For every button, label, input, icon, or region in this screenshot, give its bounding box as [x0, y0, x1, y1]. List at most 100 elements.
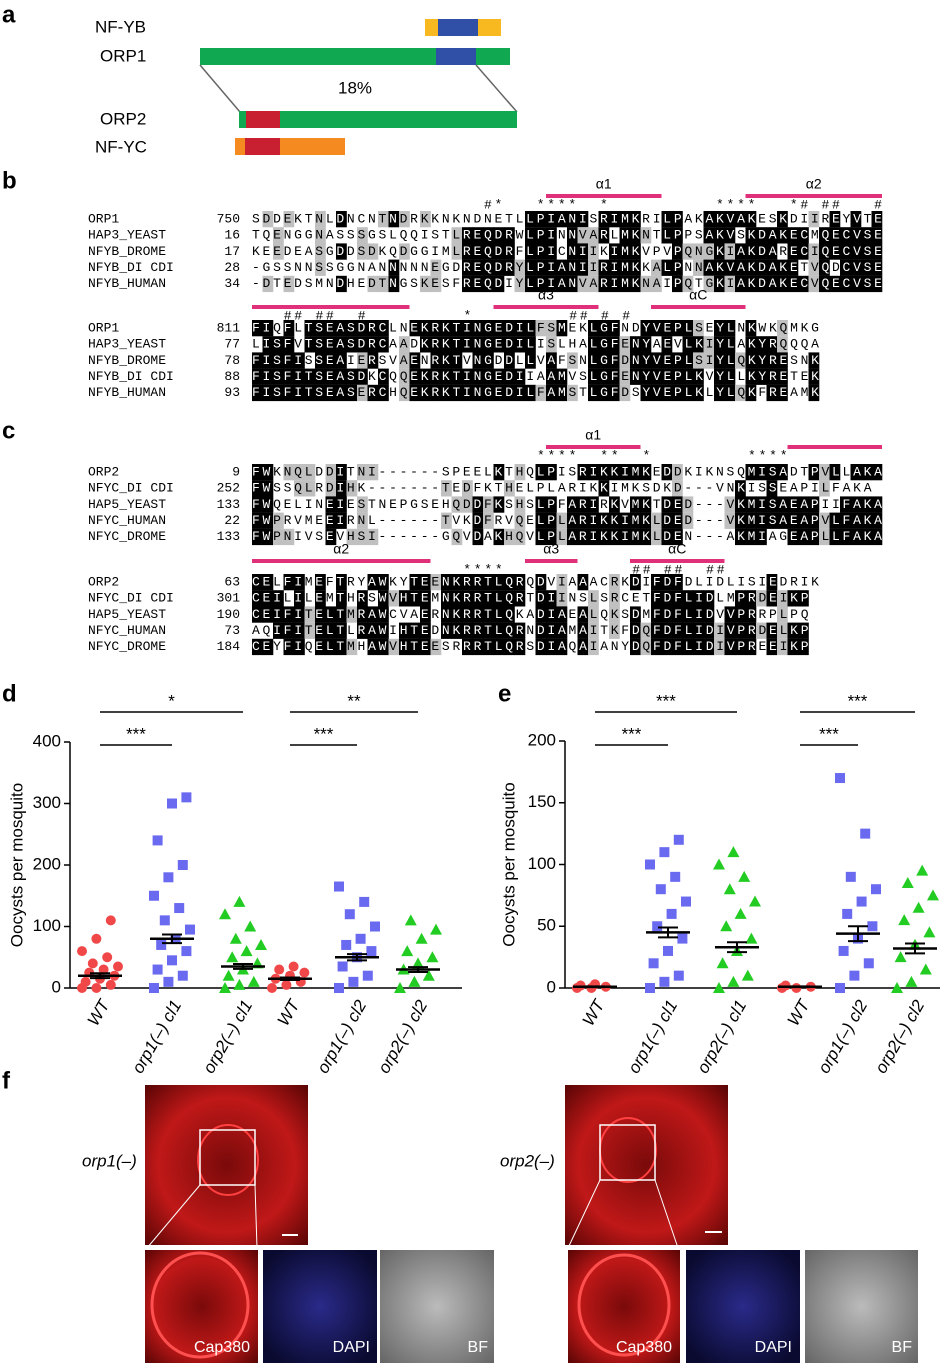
identity-shade	[325, 496, 337, 513]
identity-shade	[609, 368, 620, 385]
identity-shade	[577, 638, 589, 656]
identity-shade	[546, 638, 557, 656]
sequence-highlight: -GSSNNSSGGNANNNNNEGDREQDRYLPIANIIRIMKKAL…	[252, 260, 882, 275]
identity-shade	[861, 464, 872, 481]
identity-shade	[745, 590, 757, 607]
point	[174, 903, 185, 914]
identity-shade	[598, 227, 610, 244]
identity-shade	[420, 574, 431, 591]
similarity-shade	[420, 275, 431, 293]
point	[845, 871, 856, 882]
panel-letter: a	[2, 1, 16, 28]
identity-shade	[472, 320, 484, 337]
identity-shade	[294, 622, 305, 639]
significance-label: ***	[126, 724, 146, 743]
zoom-line	[146, 1184, 201, 1249]
point	[152, 835, 163, 846]
identity-shade	[451, 368, 463, 385]
sequence-name: NFYB_HUMAN	[88, 385, 166, 400]
identity-shade	[430, 336, 442, 353]
identity-shade	[724, 336, 736, 353]
error-bar	[790, 985, 810, 989]
error-bar	[658, 926, 678, 939]
x-tick-label: orp1(–) cl2	[313, 996, 370, 1076]
identity-shade	[840, 275, 851, 293]
identity-shade	[693, 606, 704, 623]
identity-shade	[819, 243, 830, 260]
similarity-shade	[651, 259, 662, 276]
identity-shade	[829, 227, 841, 244]
identity-shade	[745, 227, 757, 244]
identity-shade	[798, 528, 809, 546]
identity-shade	[483, 606, 494, 623]
identity-shade	[535, 590, 547, 607]
identity-shade	[672, 528, 683, 546]
identity-shade	[598, 480, 610, 497]
identity-shade	[661, 227, 673, 244]
identity-shade	[493, 243, 505, 260]
similarity-shade	[546, 320, 557, 337]
identity-shade	[546, 227, 557, 244]
similarity-shade	[315, 227, 326, 244]
identity-shade	[798, 243, 809, 260]
sequence-start: 184	[217, 639, 241, 654]
identity-shade	[693, 622, 704, 639]
sequence-name: NFYB_HUMAN	[88, 276, 166, 291]
x-tick-label: orp1(–) cl1	[624, 997, 681, 1077]
point	[159, 915, 170, 926]
image-label: BF	[892, 1339, 913, 1356]
identity-shade	[577, 211, 589, 228]
identity-shade	[535, 528, 547, 546]
identity-shade	[840, 227, 851, 244]
similarity-shade	[703, 243, 715, 260]
error-bar	[347, 953, 367, 962]
identity-shade	[724, 622, 736, 639]
identity-shade	[745, 638, 757, 656]
point	[720, 920, 733, 932]
helix-bar	[252, 559, 431, 563]
similarity-shade	[451, 243, 463, 260]
identity-shade	[871, 528, 883, 546]
y-tick-label: 200	[528, 730, 556, 749]
identity-shade	[703, 606, 715, 623]
point	[163, 872, 174, 883]
identity-shade	[451, 590, 463, 607]
point	[156, 939, 167, 950]
identity-shade	[546, 464, 557, 481]
identity-shade	[829, 528, 841, 546]
identity-shade	[798, 638, 809, 656]
identity-shade	[598, 368, 610, 385]
identity-shade	[567, 259, 578, 276]
identity-shade	[336, 464, 347, 481]
identity-shade	[535, 464, 547, 481]
similarity-shade	[619, 368, 631, 385]
identity-shade	[567, 243, 578, 260]
identity-shade	[682, 352, 694, 369]
similarity-shade	[378, 211, 389, 228]
identity-shade	[735, 243, 746, 260]
identity-shade	[640, 368, 652, 385]
point	[727, 846, 740, 858]
protein-label: NF-YC	[95, 137, 147, 156]
identity-shade	[283, 622, 295, 639]
sequence: CEYFIQELTMHAWVHTEESRRRTLQRSDIAQAIANYDQFD…	[252, 639, 809, 654]
identity-shade	[357, 368, 368, 385]
identity-shade	[871, 243, 883, 260]
similarity-shade	[546, 336, 557, 353]
identity-shade	[714, 352, 725, 369]
identity-shade	[535, 211, 547, 228]
identity-shade	[294, 606, 305, 623]
identity-shade	[861, 528, 872, 546]
identity-shade	[472, 227, 484, 244]
identity-shade	[357, 336, 368, 353]
point	[912, 901, 925, 913]
point	[177, 970, 188, 981]
identity-shade	[451, 384, 463, 402]
identity-shade	[378, 590, 389, 607]
image-label: DAPI	[755, 1339, 792, 1356]
identity-shade	[262, 320, 274, 337]
similarity-shade	[430, 259, 442, 276]
similarity-shade	[693, 243, 704, 260]
identity-shade	[483, 638, 494, 656]
similarity-shade	[283, 528, 295, 546]
